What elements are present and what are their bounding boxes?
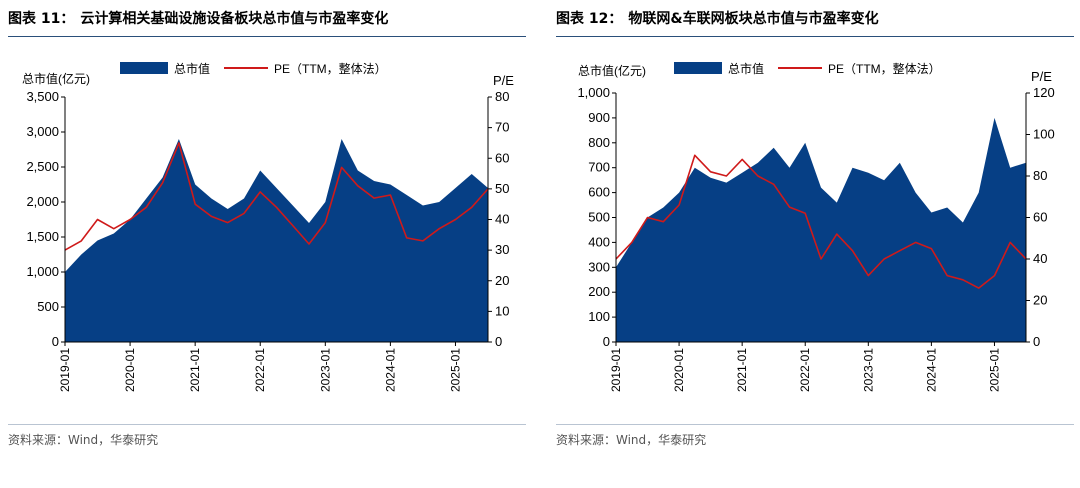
y-tick-label: 800 <box>588 135 610 150</box>
y-tick-label: 400 <box>588 234 610 249</box>
y-right-tick-label: 0 <box>1033 334 1040 349</box>
chart-panel-left: 图表 11： 云计算相关基础设施设备板块总市值与市盈率变化 0 500 1,000 1,… <box>8 0 528 488</box>
y-right-tick-label: 0 <box>495 334 502 349</box>
figure-title: 图表 12： 物联网&车联网板块总市值与市盈率变化 <box>556 8 879 28</box>
y-tick-label: 1,000 <box>26 264 59 279</box>
market-cap-area <box>616 117 1026 343</box>
y-tick-label: 100 <box>588 309 610 324</box>
source-rule <box>8 424 526 425</box>
x-tick-label: 2019-01 <box>58 348 72 392</box>
y-right-tick-label: 40 <box>1033 251 1047 266</box>
left-axis-label: 总市值(亿元) <box>22 71 90 86</box>
title-rule <box>8 36 526 37</box>
x-tick-label: 2024-01 <box>924 348 938 392</box>
pe-line <box>64 142 489 251</box>
title-rule <box>556 36 1074 37</box>
y-right-tick-label: 40 <box>495 212 509 227</box>
y-right-tick-label: 50 <box>495 181 509 196</box>
y-right-tick-label: 20 <box>1033 293 1047 308</box>
legend-label-pe: PE（TTM，整体法） <box>828 61 941 76</box>
x-tick-label: 2021-01 <box>735 348 749 392</box>
figure-label: 图表 11： <box>8 11 75 27</box>
x-tick-label: 2019-01 <box>609 348 623 392</box>
y-right-tick-label: 20 <box>495 273 509 288</box>
chart-panel-right: 图表 12： 物联网&车联网板块总市值与市盈率变化 0 100 200 300 400 50… <box>556 0 1076 488</box>
legend-label-market-cap: 总市值 <box>728 61 764 76</box>
y-tick-label: 200 <box>588 284 610 299</box>
y-tick-label: 700 <box>588 160 610 175</box>
x-tick-label: 2023-01 <box>861 348 875 392</box>
y-right-tick-label: 80 <box>1033 168 1047 183</box>
figure-label: 图表 12： <box>556 11 623 27</box>
legend-swatch-market-cap <box>674 62 722 74</box>
y-tick-label: 3,000 <box>26 124 59 139</box>
left-axis-label: 总市值(亿元) <box>578 63 646 78</box>
y-tick-label: 0 <box>603 334 610 349</box>
x-tick-label: 2022-01 <box>798 348 812 392</box>
y-tick-label: 500 <box>37 299 59 314</box>
y-tick-label: 2,500 <box>26 159 59 174</box>
figure-title: 图表 11： 云计算相关基础设施设备板块总市值与市盈率变化 <box>8 8 388 28</box>
market-cap-area <box>65 139 488 342</box>
y-right-tick-label: 30 <box>495 242 509 257</box>
x-tick-label: 2024-01 <box>383 348 397 392</box>
legend-swatch-market-cap <box>120 62 168 74</box>
right-axis-label: P/E <box>1031 69 1052 84</box>
legend-label-market-cap: 总市值 <box>174 61 210 76</box>
x-tick-label: 2023-01 <box>318 348 332 392</box>
source-note: 资料来源：Wind，华泰研究 <box>556 433 707 447</box>
y-tick-label: 3,500 <box>26 89 59 104</box>
chart-cloud-infrastructure: 0 500 1,000 1,500 2,000 2,500 3,000 3,500 0 10 20 3… <box>22 61 514 392</box>
source-note: 资料来源：Wind，华泰研究 <box>8 433 159 447</box>
x-tick-label: 2025-01 <box>987 348 1001 392</box>
x-tick-label: 2021-01 <box>188 348 202 392</box>
y-tick-label: 900 <box>588 110 610 125</box>
figure-title-text: 物联网&车联网板块总市值与市盈率变化 <box>628 11 879 27</box>
x-tick-label: 2020-01 <box>672 348 686 392</box>
y-tick-label: 300 <box>588 259 610 274</box>
y-tick-label: 600 <box>588 185 610 200</box>
y-right-tick-label: 60 <box>495 150 509 165</box>
y-right-tick-label: 70 <box>495 120 509 135</box>
figure-title-text: 云计算相关基础设施设备板块总市值与市盈率变化 <box>80 11 389 27</box>
y-right-tick-label: 120 <box>1033 85 1055 100</box>
x-tick-label: 2020-01 <box>123 348 137 392</box>
right-axis-label: P/E <box>493 73 514 88</box>
chart-iot-connected-vehicles: 0 100 200 300 400 500 600 700 800 900 1,000 0 20 40 60… <box>577 61 1055 392</box>
y-tick-label: 1,000 <box>577 85 610 100</box>
y-right-tick-label: 100 <box>1033 127 1055 142</box>
source-rule <box>556 424 1074 425</box>
y-tick-label: 2,000 <box>26 194 59 209</box>
y-tick-label: 500 <box>588 210 610 225</box>
legend-label-pe: PE（TTM，整体法） <box>274 61 387 76</box>
x-tick-label: 2022-01 <box>253 348 267 392</box>
y-tick-label: 0 <box>52 334 59 349</box>
x-tick-label: 2025-01 <box>448 348 462 392</box>
y-tick-label: 1,500 <box>26 229 59 244</box>
y-right-tick-label: 80 <box>495 89 509 104</box>
y-right-tick-label: 60 <box>1033 210 1047 225</box>
y-right-tick-label: 10 <box>495 303 509 318</box>
pe-line <box>615 154 1027 289</box>
